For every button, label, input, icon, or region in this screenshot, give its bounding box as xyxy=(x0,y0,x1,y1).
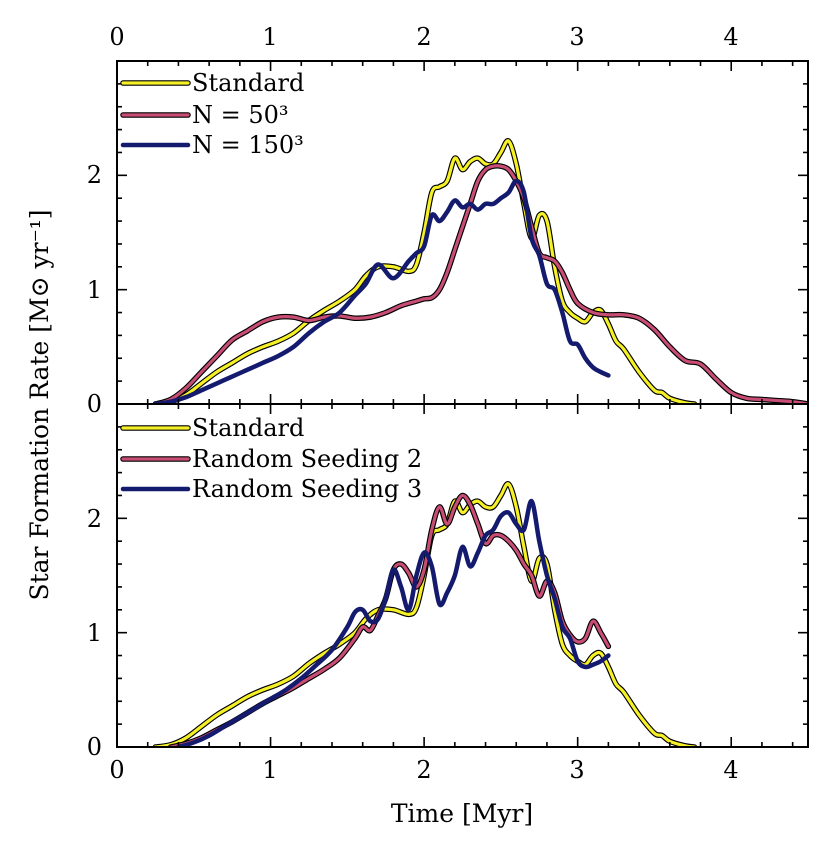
legend-top: Standard N = 50³ N = 150³ xyxy=(120,69,304,159)
top-x-tick-label-0: 0 xyxy=(109,23,124,51)
legend-bottom-entry-1: Random Seeding 2 xyxy=(120,445,422,473)
legend-top-label-0: Standard xyxy=(192,69,304,97)
panel-0-series-0 xyxy=(152,138,698,404)
top-y-tick-label-0: 0 xyxy=(87,390,102,418)
top-y-tick-label-2: 2 xyxy=(87,161,102,189)
bottom-x-tick-label-1: 1 xyxy=(262,756,277,784)
series-layer xyxy=(152,138,808,747)
legend-top-label-1: N = 50³ xyxy=(192,101,289,129)
legend-top-entry-1: N = 50³ xyxy=(120,101,289,129)
bottom-y-tick-label-2: 2 xyxy=(87,505,102,533)
top-x-tick-labels: 0 1 2 3 4 xyxy=(109,23,738,51)
panel-1-series-0 xyxy=(152,481,698,747)
bottom-x-tick-label-3: 3 xyxy=(569,756,584,784)
top-x-tick-label-1: 1 xyxy=(262,23,277,51)
legend-bottom-label-1: Random Seeding 2 xyxy=(192,445,422,473)
legend-top-entry-2: N = 150³ xyxy=(120,131,304,159)
top-y-tick-label-1: 1 xyxy=(87,276,102,304)
legend-bottom-label-0: Standard xyxy=(192,414,304,442)
y-axis-label: Star Formation Rate [M⊙ yr⁻¹] xyxy=(25,209,54,600)
top-y-tick-labels: 0 1 2 xyxy=(87,161,102,418)
legend-bottom-entry-2: Random Seeding 3 xyxy=(120,475,422,503)
legend-bottom-entry-0: Standard xyxy=(120,414,304,442)
bottom-x-tick-label-2: 2 xyxy=(416,756,431,784)
legend-bottom-label-2: Random Seeding 3 xyxy=(192,475,422,503)
panel-0-series-0-line xyxy=(153,139,696,404)
panel-1-series-1 xyxy=(167,492,612,747)
top-x-tick-label-3: 3 xyxy=(569,23,584,51)
legend-top-label-2: N = 150³ xyxy=(192,131,304,159)
panel-1-series-2-line xyxy=(176,498,611,747)
panel-1-frame xyxy=(116,403,809,748)
top-x-tick-label-4: 4 xyxy=(723,23,738,51)
panel-0-series-1-line xyxy=(153,164,808,404)
bottom-x-tick-label-4: 4 xyxy=(723,756,738,784)
panel-1-series-1-line xyxy=(169,493,610,747)
x-axis-label: Time [Myr] xyxy=(391,799,533,828)
panel-0-series-2-line xyxy=(153,178,611,404)
legend-top-entry-0: Standard xyxy=(120,69,304,97)
panel-1-series-0-line xyxy=(153,482,696,747)
top-x-tick-label-2: 2 xyxy=(416,23,431,51)
bottom-y-tick-label-0: 0 xyxy=(87,733,102,761)
frame-layer xyxy=(116,60,809,748)
bottom-x-tick-labels: 0 1 2 3 4 xyxy=(109,756,738,784)
panel-0-series-1 xyxy=(152,163,808,404)
bottom-y-tick-labels: 0 1 2 xyxy=(87,505,102,761)
panel-0-series-0-outline xyxy=(152,138,698,404)
panel-0-series-2 xyxy=(153,178,611,404)
bottom-y-tick-label-1: 1 xyxy=(87,619,102,647)
panel-1-series-2 xyxy=(176,498,611,747)
legend-bottom: Standard Random Seeding 2 Random Seeding… xyxy=(120,414,422,503)
panel-1-series-1-outline xyxy=(167,492,612,747)
panel-1-series-0-outline xyxy=(152,481,698,747)
bottom-x-tick-label-0: 0 xyxy=(109,756,124,784)
